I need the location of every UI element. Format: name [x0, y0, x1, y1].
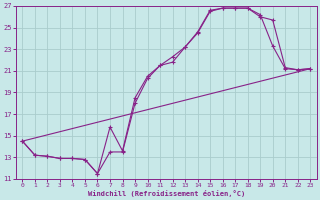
X-axis label: Windchill (Refroidissement éolien,°C): Windchill (Refroidissement éolien,°C) [88, 190, 245, 197]
